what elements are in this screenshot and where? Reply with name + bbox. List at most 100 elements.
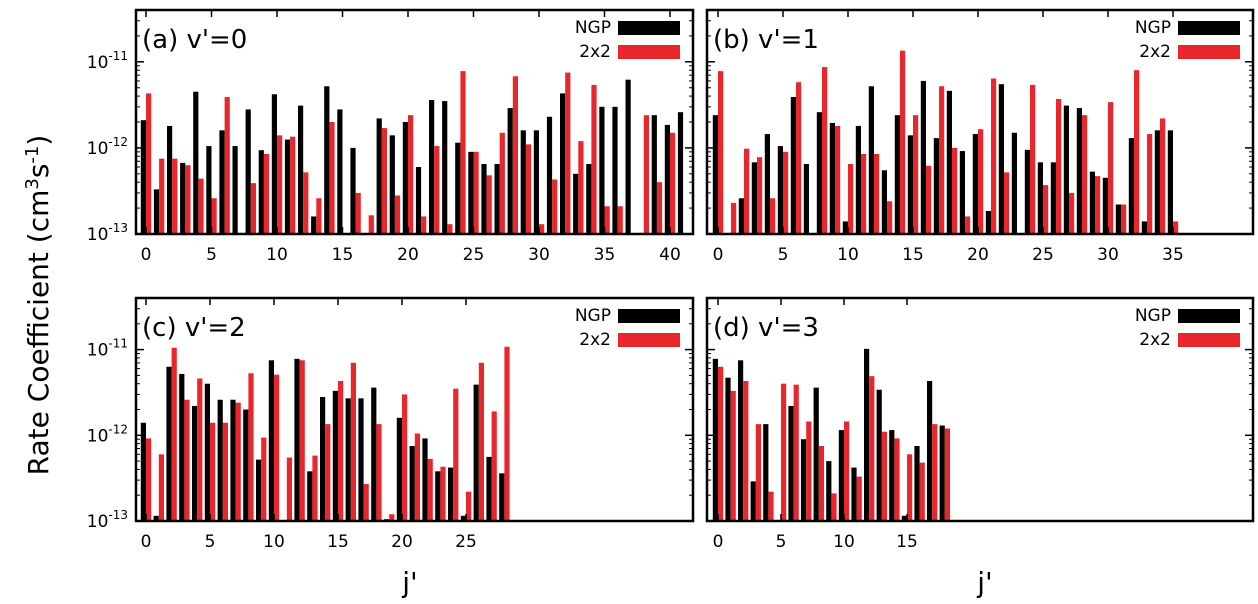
bar (263, 153, 270, 234)
bar (481, 164, 487, 234)
bar (764, 134, 770, 234)
bar (1063, 105, 1069, 235)
bar (274, 374, 280, 521)
bar (738, 198, 744, 234)
bar (1173, 221, 1179, 234)
bar (311, 216, 317, 234)
bar (894, 438, 900, 521)
bar (959, 151, 965, 234)
y-tick-label: 10-13 (87, 221, 128, 245)
bar (829, 122, 835, 234)
bar (1115, 204, 1121, 234)
y-tick-base: 10 (87, 225, 109, 245)
panel-title: (a) v'=0 (142, 25, 247, 55)
bar (146, 93, 152, 234)
bar (998, 84, 1004, 235)
bar (546, 116, 553, 234)
bar (793, 384, 799, 521)
legend-label: 2x2 (579, 42, 611, 62)
bar (1154, 130, 1160, 234)
bar (422, 438, 428, 521)
bar (651, 115, 657, 234)
x-tick-label: 30 (1097, 245, 1119, 265)
bar (822, 67, 828, 234)
x-tick-label: 35 (1162, 245, 1184, 265)
bar (368, 215, 374, 234)
bar (376, 118, 382, 234)
bar (578, 141, 584, 234)
bar (153, 189, 160, 234)
bar (394, 195, 401, 234)
bar (978, 129, 984, 234)
bar (338, 381, 344, 521)
bar (440, 466, 446, 521)
bar (235, 402, 241, 521)
bar (358, 398, 364, 521)
x-tick-label: 0 (141, 532, 152, 552)
x-tick-label: 0 (713, 532, 724, 552)
x-tick-label: 10 (833, 532, 855, 552)
bar (389, 514, 395, 521)
bar (900, 50, 906, 234)
bar (396, 417, 402, 521)
bar (408, 115, 414, 234)
y-tick-base: 10 (87, 139, 109, 159)
bar (316, 198, 322, 234)
bar (848, 164, 854, 234)
bar (159, 158, 165, 234)
x-tick-label: 0 (713, 245, 724, 265)
bar (146, 438, 152, 521)
bar (972, 134, 978, 234)
bar (881, 431, 887, 521)
bar (985, 211, 991, 234)
bar (468, 151, 474, 234)
bar (217, 399, 223, 521)
bar (868, 86, 874, 234)
bar (204, 383, 210, 521)
bar (803, 164, 809, 234)
bar (409, 446, 415, 521)
bar (617, 206, 623, 234)
bar (835, 125, 841, 234)
bar (1147, 134, 1153, 234)
bar (856, 476, 862, 521)
y-tick-exponent: -13 (108, 221, 128, 235)
bar (473, 384, 479, 521)
x-tick-label: 15 (896, 532, 918, 552)
bar (494, 164, 500, 234)
bar (876, 389, 882, 521)
bar (864, 348, 870, 521)
bar (718, 71, 724, 235)
bar (591, 84, 597, 235)
bar (718, 366, 724, 521)
bar (790, 97, 796, 234)
bar (946, 90, 952, 234)
legend-swatch (1178, 333, 1240, 347)
legend-label: 2x2 (1139, 330, 1171, 350)
bar (838, 430, 844, 521)
bar (232, 146, 238, 234)
bar (184, 399, 190, 521)
bar (1030, 84, 1036, 235)
bar (1108, 102, 1114, 234)
bar (350, 147, 356, 234)
bar (499, 473, 505, 521)
bar (914, 446, 920, 521)
x-tick-label: 0 (141, 245, 152, 265)
bar (750, 481, 756, 521)
bar (851, 467, 857, 521)
bar (1011, 132, 1017, 234)
bar (744, 148, 750, 234)
bar (466, 491, 472, 521)
x-axis-title-left: j' (401, 566, 417, 599)
bars-1 (712, 50, 1179, 235)
x-tick-label: 5 (776, 532, 787, 552)
bar (312, 455, 318, 521)
bar (783, 151, 789, 234)
bar (788, 405, 794, 521)
bars-2 (140, 346, 510, 521)
bar (286, 457, 292, 521)
bar (460, 515, 466, 521)
bar (415, 167, 422, 234)
